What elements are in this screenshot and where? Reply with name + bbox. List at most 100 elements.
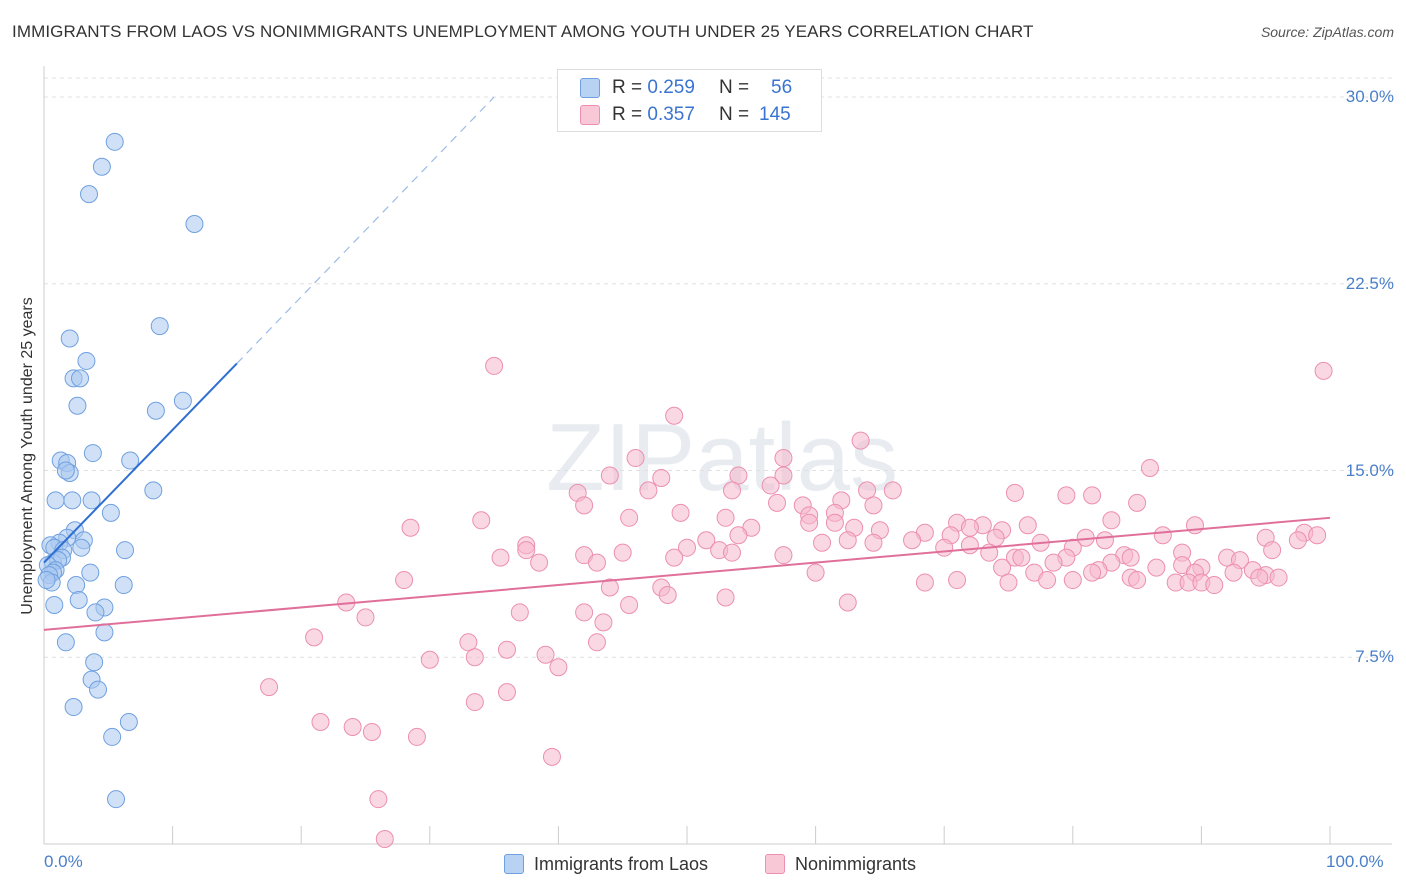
chart-title: IMMIGRANTS FROM LAOS VS NONIMMIGRANTS UN… <box>12 22 1034 41</box>
point-nonimmigrants <box>960 536 979 555</box>
point-nonimmigrants <box>1063 571 1082 590</box>
point-immigrants-from-laos <box>150 317 169 336</box>
point-nonimmigrants <box>729 526 748 545</box>
point-nonimmigrants <box>587 553 606 572</box>
point-immigrants-from-laos <box>89 680 108 699</box>
point-nonimmigrants <box>472 511 491 530</box>
point-nonimmigrants <box>407 727 426 746</box>
point-immigrants-from-laos <box>121 451 140 470</box>
point-nonimmigrants <box>948 571 967 590</box>
point-nonimmigrants <box>1224 563 1243 582</box>
point-nonimmigrants <box>1185 516 1204 535</box>
legend-item-nonimmigrants[interactable]: Nonimmigrants <box>765 851 916 877</box>
r-value: 0.259 <box>647 77 695 98</box>
point-immigrants-from-laos <box>64 698 83 717</box>
point-immigrants-from-laos <box>68 396 87 415</box>
point-nonimmigrants <box>530 553 549 572</box>
point-nonimmigrants <box>1269 568 1288 587</box>
point-nonimmigrants <box>542 747 561 766</box>
point-nonimmigrants <box>305 628 324 647</box>
point-nonimmigrants <box>620 508 639 527</box>
point-immigrants-from-laos <box>56 633 75 652</box>
point-nonimmigrants <box>806 563 825 582</box>
point-nonimmigrants <box>1083 563 1102 582</box>
point-nonimmigrants <box>401 518 420 537</box>
x-tick-label-max: 100.0% <box>1326 852 1384 871</box>
point-nonimmigrants <box>465 693 484 712</box>
point-immigrants-from-laos <box>116 541 135 560</box>
point-nonimmigrants <box>774 546 793 565</box>
point-immigrants-from-laos <box>144 481 163 500</box>
point-nonimmigrants <box>774 449 793 468</box>
point-nonimmigrants <box>600 578 619 597</box>
point-nonimmigrants <box>665 548 684 567</box>
point-nonimmigrants <box>1250 568 1269 587</box>
point-immigrants-from-laos <box>101 503 120 522</box>
legend-label-laos: Immigrants from Laos <box>534 853 709 874</box>
trend-line-nonimmigrants <box>43 516 1331 631</box>
point-immigrants-from-laos <box>81 563 100 582</box>
point-nonimmigrants <box>1012 548 1031 567</box>
point-nonimmigrants <box>510 603 529 622</box>
point-nonimmigrants <box>1288 531 1307 550</box>
trend-line-laos-extension <box>236 96 495 364</box>
r-label: R = <box>612 104 643 125</box>
point-immigrants-from-laos <box>72 538 91 557</box>
legend-swatch-pink <box>580 105 600 125</box>
n-value: 145 <box>759 104 791 125</box>
point-nonimmigrants <box>311 712 330 731</box>
point-immigrants-from-laos <box>67 576 86 595</box>
point-nonimmigrants <box>587 633 606 652</box>
point-nonimmigrants <box>665 406 684 425</box>
legend-row-nonimmigrants: R = 0.357 N = 145 <box>580 104 791 126</box>
point-nonimmigrants <box>1121 548 1140 567</box>
n-label: N = <box>718 104 750 125</box>
point-nonimmigrants <box>575 603 594 622</box>
point-nonimmigrants <box>1128 571 1147 590</box>
point-nonimmigrants <box>517 541 536 560</box>
point-nonimmigrants <box>639 481 658 500</box>
point-nonimmigrants <box>678 538 696 557</box>
point-immigrants-from-laos <box>82 491 101 510</box>
point-immigrants-from-laos <box>37 571 56 590</box>
point-nonimmigrants <box>1057 486 1076 505</box>
point-nonimmigrants <box>729 466 748 485</box>
y-tick-label: 22.5% <box>1345 273 1394 293</box>
y-tick-label: 7.5% <box>1355 647 1394 667</box>
point-nonimmigrants <box>420 650 439 669</box>
point-nonimmigrants <box>858 481 877 500</box>
point-nonimmigrants <box>768 493 787 512</box>
series-nonimmigrants <box>260 356 1333 849</box>
point-immigrants-from-laos <box>119 712 138 731</box>
point-nonimmigrants <box>1044 553 1063 572</box>
point-nonimmigrants <box>375 830 394 849</box>
r-value: 0.357 <box>647 104 695 125</box>
point-nonimmigrants <box>395 571 414 590</box>
point-nonimmigrants <box>825 513 844 532</box>
legend-swatch-blue <box>580 78 600 98</box>
point-nonimmigrants <box>935 538 954 557</box>
axes <box>43 66 1392 845</box>
point-nonimmigrants <box>1128 493 1147 512</box>
point-nonimmigrants <box>999 573 1018 592</box>
legend-item-laos[interactable]: Immigrants from Laos <box>504 851 708 877</box>
trend-line-laos <box>43 362 238 564</box>
point-nonimmigrants <box>1102 511 1121 530</box>
point-nonimmigrants <box>697 531 716 550</box>
y-tick-label: 30.0% <box>1345 87 1394 106</box>
trend-lines <box>43 96 1331 631</box>
point-immigrants-from-laos <box>71 369 90 388</box>
point-immigrants-from-laos <box>83 444 102 463</box>
point-nonimmigrants <box>549 658 568 677</box>
point-nonimmigrants <box>723 543 742 562</box>
point-immigrants-from-laos <box>77 351 96 370</box>
point-nonimmigrants <box>575 496 594 515</box>
point-nonimmigrants <box>491 548 510 567</box>
point-nonimmigrants <box>1018 516 1037 535</box>
point-nonimmigrants <box>613 543 632 562</box>
y-tick-label: 15.0% <box>1345 460 1394 480</box>
point-nonimmigrants <box>362 722 381 741</box>
legend-row-laos: R = 0.259 N = 56 <box>580 77 792 99</box>
point-nonimmigrants <box>1005 483 1024 502</box>
